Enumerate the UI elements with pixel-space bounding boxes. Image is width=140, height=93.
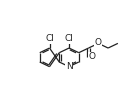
Text: N: N <box>66 62 72 71</box>
Text: Cl: Cl <box>45 34 54 43</box>
Text: O: O <box>95 38 102 47</box>
Text: Cl: Cl <box>65 34 74 43</box>
Text: O: O <box>88 52 95 61</box>
